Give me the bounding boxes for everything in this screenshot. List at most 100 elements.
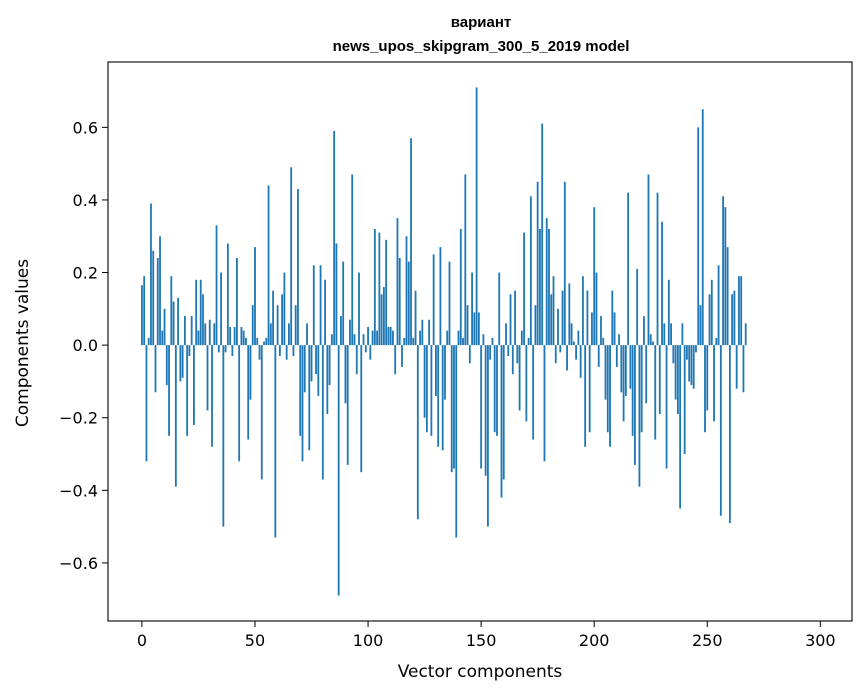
y-tick-label: −0.2 bbox=[59, 409, 98, 428]
bar bbox=[215, 225, 218, 346]
bar bbox=[697, 127, 700, 346]
bar bbox=[195, 279, 198, 346]
bar bbox=[360, 345, 363, 473]
bar bbox=[670, 323, 672, 346]
bar bbox=[143, 276, 146, 346]
bar bbox=[520, 330, 523, 346]
x-tick-label: 0 bbox=[137, 631, 147, 650]
bar bbox=[464, 174, 467, 346]
bar bbox=[511, 345, 514, 375]
bar bbox=[152, 250, 155, 346]
bar bbox=[430, 345, 433, 436]
bar bbox=[186, 345, 189, 436]
x-tick-label: 300 bbox=[805, 631, 836, 650]
bar bbox=[193, 345, 195, 425]
bar bbox=[554, 345, 557, 364]
bar bbox=[358, 272, 360, 346]
bar bbox=[172, 301, 175, 346]
bar bbox=[208, 319, 211, 346]
bar bbox=[204, 323, 207, 346]
bar bbox=[728, 345, 731, 523]
bar bbox=[624, 345, 627, 396]
bar bbox=[593, 207, 596, 346]
bar bbox=[459, 228, 462, 346]
bar bbox=[559, 345, 562, 353]
bar bbox=[688, 345, 691, 382]
bar bbox=[609, 345, 611, 447]
bar bbox=[674, 345, 677, 400]
bar bbox=[188, 345, 191, 357]
bar bbox=[240, 326, 243, 346]
bar bbox=[695, 345, 697, 353]
bar bbox=[604, 345, 607, 400]
bar bbox=[636, 268, 639, 346]
bar bbox=[514, 290, 516, 346]
bar bbox=[586, 290, 589, 346]
bar bbox=[410, 138, 412, 346]
bar bbox=[380, 294, 383, 346]
y-tick-label: −0.4 bbox=[59, 481, 98, 500]
bar bbox=[312, 265, 315, 346]
bar bbox=[507, 345, 510, 357]
bar bbox=[557, 308, 559, 346]
bar bbox=[292, 345, 295, 357]
bar bbox=[297, 189, 299, 346]
bar bbox=[362, 334, 365, 346]
bar bbox=[516, 345, 519, 364]
bar bbox=[566, 345, 568, 371]
bar bbox=[256, 337, 259, 346]
bar bbox=[141, 285, 143, 346]
bar bbox=[548, 228, 550, 346]
bar bbox=[649, 334, 652, 346]
bar bbox=[367, 326, 369, 346]
bar bbox=[267, 185, 270, 346]
bar bbox=[437, 345, 440, 447]
bar bbox=[541, 123, 544, 346]
bar bbox=[423, 345, 426, 418]
bar bbox=[290, 167, 293, 346]
bar bbox=[536, 181, 539, 346]
bar bbox=[738, 276, 740, 346]
bar bbox=[731, 294, 734, 346]
bars-group bbox=[141, 87, 747, 596]
bar bbox=[238, 345, 241, 462]
x-tick-label: 150 bbox=[466, 631, 497, 650]
bar bbox=[615, 345, 618, 367]
bar bbox=[618, 334, 620, 346]
bar bbox=[145, 345, 148, 462]
bar bbox=[455, 345, 458, 538]
y-tick-label: 0.4 bbox=[73, 191, 98, 210]
bar bbox=[229, 326, 232, 346]
bar bbox=[600, 316, 602, 346]
bar bbox=[446, 330, 449, 346]
bar bbox=[527, 337, 530, 346]
bar bbox=[658, 345, 661, 415]
bar bbox=[278, 345, 281, 357]
bar bbox=[652, 341, 654, 346]
bar bbox=[584, 345, 587, 447]
bar bbox=[428, 319, 431, 346]
bar bbox=[419, 330, 421, 346]
bar bbox=[346, 345, 349, 465]
bar bbox=[453, 345, 455, 469]
bar bbox=[439, 247, 442, 346]
bar bbox=[643, 316, 645, 346]
bar bbox=[265, 337, 268, 346]
bar bbox=[202, 294, 204, 346]
bar bbox=[686, 345, 688, 360]
bar bbox=[276, 305, 279, 346]
bar bbox=[681, 323, 684, 346]
bar bbox=[663, 323, 666, 346]
bar bbox=[233, 326, 236, 346]
bar bbox=[645, 345, 648, 404]
bar bbox=[441, 345, 444, 451]
bar bbox=[647, 174, 650, 346]
bar bbox=[435, 345, 437, 396]
bar bbox=[498, 272, 501, 346]
bar bbox=[213, 323, 216, 346]
bar bbox=[462, 337, 464, 346]
bar bbox=[701, 109, 704, 346]
y-tick-label: 0.2 bbox=[73, 264, 98, 283]
bar bbox=[333, 130, 336, 346]
bar bbox=[335, 243, 338, 346]
